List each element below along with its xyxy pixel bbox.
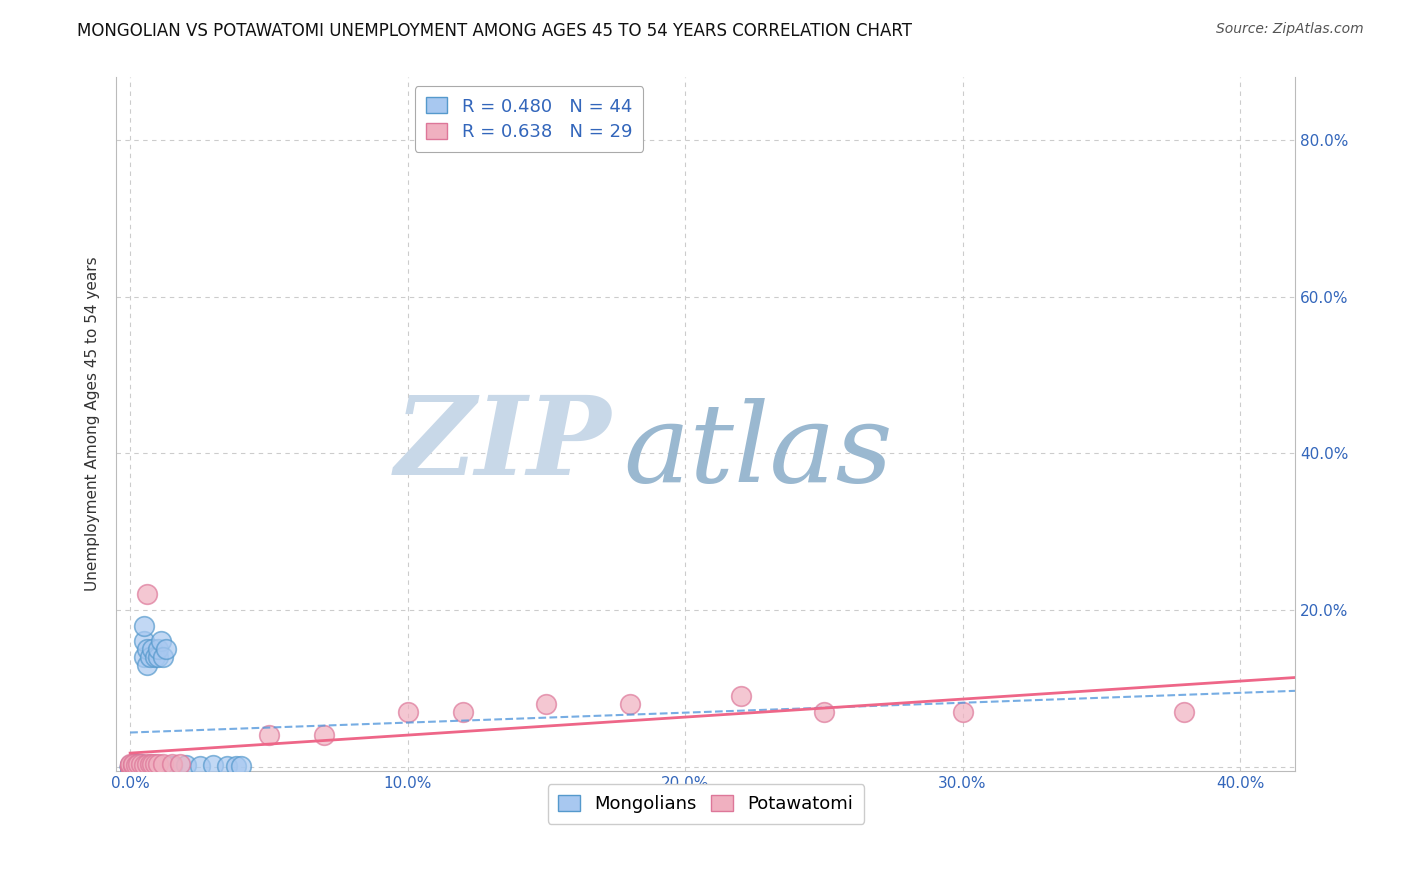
- Point: [813, 705, 835, 719]
- Point: [122, 758, 145, 772]
- Point: [125, 758, 148, 772]
- Point: [138, 757, 160, 772]
- Point: [229, 759, 252, 773]
- Point: [122, 760, 145, 774]
- Text: Source: ZipAtlas.com: Source: ZipAtlas.com: [1216, 22, 1364, 37]
- Point: [129, 759, 152, 773]
- Point: [138, 650, 160, 665]
- Point: [160, 759, 183, 773]
- Point: [169, 756, 191, 771]
- Point: [120, 760, 142, 774]
- Point: [174, 758, 197, 772]
- Point: [132, 758, 155, 772]
- Point: [125, 757, 148, 772]
- Point: [120, 759, 142, 773]
- Point: [135, 642, 157, 657]
- Point: [146, 757, 169, 772]
- Point: [125, 759, 148, 773]
- Point: [127, 757, 149, 772]
- Point: [125, 758, 148, 772]
- Point: [120, 759, 142, 773]
- Y-axis label: Unemployment Among Ages 45 to 54 years: Unemployment Among Ages 45 to 54 years: [86, 257, 100, 591]
- Point: [120, 757, 142, 772]
- Text: MONGOLIAN VS POTAWATOMI UNEMPLOYMENT AMONG AGES 45 TO 54 YEARS CORRELATION CHART: MONGOLIAN VS POTAWATOMI UNEMPLOYMENT AMO…: [77, 22, 912, 40]
- Point: [1173, 705, 1195, 719]
- Point: [146, 642, 169, 657]
- Point: [122, 758, 145, 772]
- Point: [143, 756, 166, 771]
- Point: [730, 690, 752, 704]
- Text: ZIP: ZIP: [395, 391, 612, 499]
- Point: [122, 757, 145, 772]
- Point: [160, 756, 183, 771]
- Point: [122, 759, 145, 773]
- Point: [129, 757, 152, 772]
- Point: [396, 705, 419, 719]
- Point: [120, 760, 142, 774]
- Point: [120, 758, 142, 772]
- Point: [127, 760, 149, 774]
- Point: [141, 642, 163, 657]
- Point: [129, 758, 152, 772]
- Point: [536, 697, 558, 711]
- Text: atlas: atlas: [623, 398, 893, 506]
- Point: [149, 634, 172, 648]
- Point: [120, 758, 142, 772]
- Point: [125, 760, 148, 774]
- Point: [120, 760, 142, 774]
- Point: [619, 697, 641, 711]
- Point: [122, 759, 145, 773]
- Point: [152, 756, 174, 771]
- Point: [132, 619, 155, 633]
- Point: [217, 759, 239, 773]
- Point: [132, 634, 155, 648]
- Point: [451, 705, 474, 719]
- Point: [952, 705, 974, 719]
- Point: [120, 760, 142, 774]
- Point: [132, 650, 155, 665]
- Point: [120, 760, 142, 774]
- Point: [202, 758, 225, 772]
- Point: [225, 759, 247, 773]
- Point: [129, 757, 152, 772]
- Point: [155, 642, 177, 657]
- Legend: Mongolians, Potawatomi: Mongolians, Potawatomi: [547, 784, 865, 824]
- Point: [127, 757, 149, 772]
- Point: [314, 728, 336, 742]
- Point: [146, 650, 169, 665]
- Point: [143, 650, 166, 665]
- Point: [257, 728, 280, 742]
- Point: [135, 757, 157, 772]
- Point: [120, 760, 142, 774]
- Point: [120, 759, 142, 773]
- Point: [141, 757, 163, 772]
- Point: [127, 759, 149, 773]
- Point: [152, 650, 174, 665]
- Point: [135, 657, 157, 672]
- Point: [127, 758, 149, 772]
- Point: [135, 587, 157, 601]
- Point: [122, 757, 145, 772]
- Point: [188, 759, 211, 773]
